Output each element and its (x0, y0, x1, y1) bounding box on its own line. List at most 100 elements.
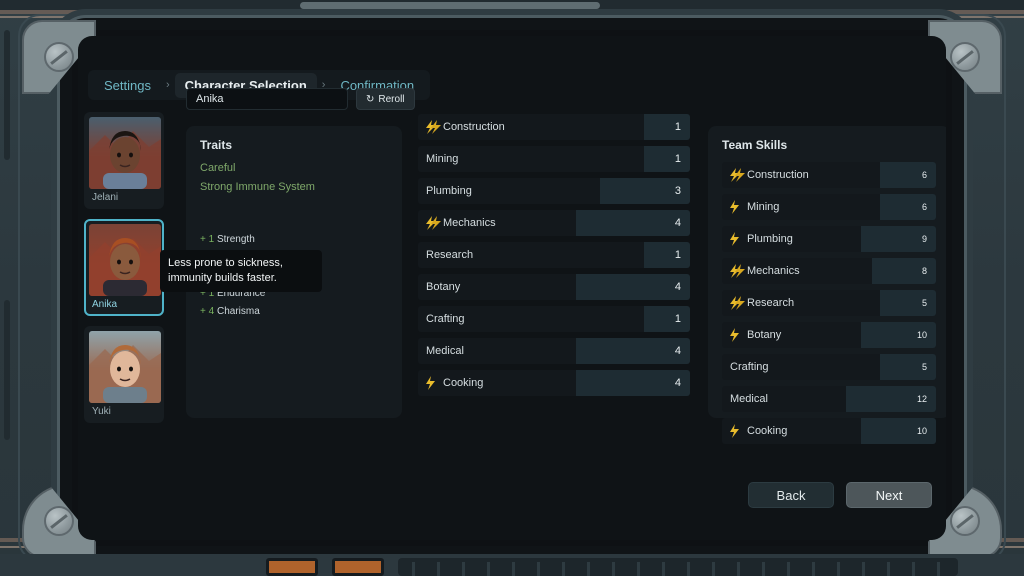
hud-tick (412, 562, 415, 576)
stat-bonus-amount: + 1 (200, 234, 215, 245)
character-skill-row[interactable]: Plumbing 3 (418, 178, 690, 204)
character-skill-row[interactable]: Research 1 (418, 242, 690, 268)
character-skill-row[interactable]: Crafting 1 (418, 306, 690, 332)
top-rail-copper (0, 10, 1024, 14)
skill-name: Botany (426, 281, 461, 293)
skill-bolt-icon (730, 200, 742, 214)
team-skill-row[interactable]: Botany 10 (722, 322, 936, 348)
character-card-jelani[interactable]: Jelani (84, 112, 164, 209)
breadcrumb-separator: › (165, 79, 170, 91)
hud-tick (887, 562, 890, 576)
team-skill-row[interactable]: Plumbing 9 (722, 226, 936, 252)
character-name-label: Anika (92, 299, 118, 310)
screw-icon (950, 42, 980, 72)
trait-item[interactable]: Strong Immune System (200, 181, 315, 193)
hud-slot[interactable] (332, 558, 384, 576)
character-skills-list: Construction 1 Mining 1 Plumbing 3 Mechanics 4 R… (418, 114, 690, 402)
skill-bar-fill (575, 338, 690, 364)
skill-bar-fill (643, 306, 690, 332)
skill-bar-fill (880, 354, 936, 380)
skill-bar-fill (871, 258, 936, 284)
side-rail-left (4, 30, 10, 160)
skill-name: Medical (730, 393, 768, 405)
team-skill-row[interactable]: Mechanics 8 (722, 258, 936, 284)
skill-name: Mining (426, 153, 459, 165)
skill-value: 5 (921, 362, 927, 372)
team-skill-row[interactable]: Construction 6 (722, 162, 936, 188)
skill-name: Construction (722, 168, 809, 182)
stat-bonus-row: + 1 Strength (200, 234, 388, 245)
skill-name: Mining (722, 200, 779, 214)
screw-icon (950, 506, 980, 536)
character-skill-row[interactable]: Medical 4 (418, 338, 690, 364)
hud-tick (712, 562, 715, 576)
character-name-row: ↻ Reroll (186, 88, 415, 110)
skill-value: 3 (674, 185, 681, 197)
character-skill-row[interactable]: Cooking 4 (418, 370, 690, 396)
team-skill-row[interactable]: Crafting 5 (722, 354, 936, 380)
skill-bolt-icon (426, 376, 438, 390)
trait-item[interactable]: Careful (200, 162, 236, 174)
stat-bonus-amount: + 4 (200, 306, 215, 317)
character-portrait (89, 117, 161, 189)
skill-bar-fill (643, 146, 690, 172)
hud-tick (837, 562, 840, 576)
character-name-input[interactable] (186, 88, 348, 110)
hud-tick (737, 562, 740, 576)
skill-value: 6 (921, 170, 927, 180)
skill-bolt-icon (730, 232, 742, 246)
skill-bar-fill (880, 162, 936, 188)
character-skill-row[interactable]: Construction 1 (418, 114, 690, 140)
back-button[interactable]: Back (748, 482, 834, 508)
skill-bolt-icon (426, 216, 441, 230)
character-portrait (89, 331, 161, 403)
reroll-button[interactable]: ↻ Reroll (356, 88, 415, 110)
hud-slot[interactable] (266, 558, 318, 576)
team-skill-row[interactable]: Cooking 10 (722, 418, 936, 444)
skill-name: Crafting (426, 313, 465, 325)
character-skill-row[interactable]: Mining 1 (418, 146, 690, 172)
hud-tick (762, 562, 765, 576)
character-name-label: Jelani (92, 192, 119, 203)
breadcrumb-item-settings[interactable]: Settings (104, 77, 151, 93)
hud-tick (912, 562, 915, 576)
hud-tick (812, 562, 815, 576)
breadcrumb-separator: › (321, 79, 326, 91)
skill-bolt-icon (730, 264, 745, 278)
stat-bonus-row: + 1 Endurance (200, 288, 388, 299)
skill-bolt-icon (730, 424, 742, 438)
character-card-yuki[interactable]: Yuki (84, 326, 164, 423)
character-skill-row[interactable]: Mechanics 4 (418, 210, 690, 236)
skill-bar-fill (575, 210, 690, 236)
skill-bolt-icon (426, 120, 441, 134)
skill-value: 1 (674, 121, 681, 133)
hud-tick (662, 562, 665, 576)
hud-tick (587, 562, 590, 576)
screw-icon (44, 42, 74, 72)
team-skill-row[interactable]: Medical 12 (722, 386, 936, 412)
character-skill-row[interactable]: Botany 4 (418, 274, 690, 300)
skill-name: Cooking (722, 424, 787, 438)
skill-name: Botany (722, 328, 781, 342)
skill-bar-fill (643, 114, 690, 140)
hud-tick (537, 562, 540, 576)
skill-value: 9 (921, 234, 927, 244)
hud-tick (512, 562, 515, 576)
skill-value: 4 (674, 377, 681, 389)
skill-value: 12 (916, 394, 927, 404)
team-skill-row[interactable]: Research 5 (722, 290, 936, 316)
next-button[interactable]: Next (846, 482, 932, 508)
hud-progress-bar (398, 558, 958, 576)
team-skills-title: Team Skills (722, 138, 788, 152)
refresh-icon: ↻ (366, 93, 375, 105)
skill-bar-fill (600, 178, 690, 204)
character-card-anika[interactable]: Anika (84, 219, 164, 316)
hud-tick (437, 562, 440, 576)
stat-bonus-name: Endurance (216, 288, 266, 299)
traits-list: Careful Strong Immune System (200, 162, 388, 193)
traits-title: Traits (200, 138, 233, 152)
skill-value: 10 (916, 426, 927, 436)
team-skill-row[interactable]: Mining 6 (722, 194, 936, 220)
character-portrait (89, 224, 161, 296)
